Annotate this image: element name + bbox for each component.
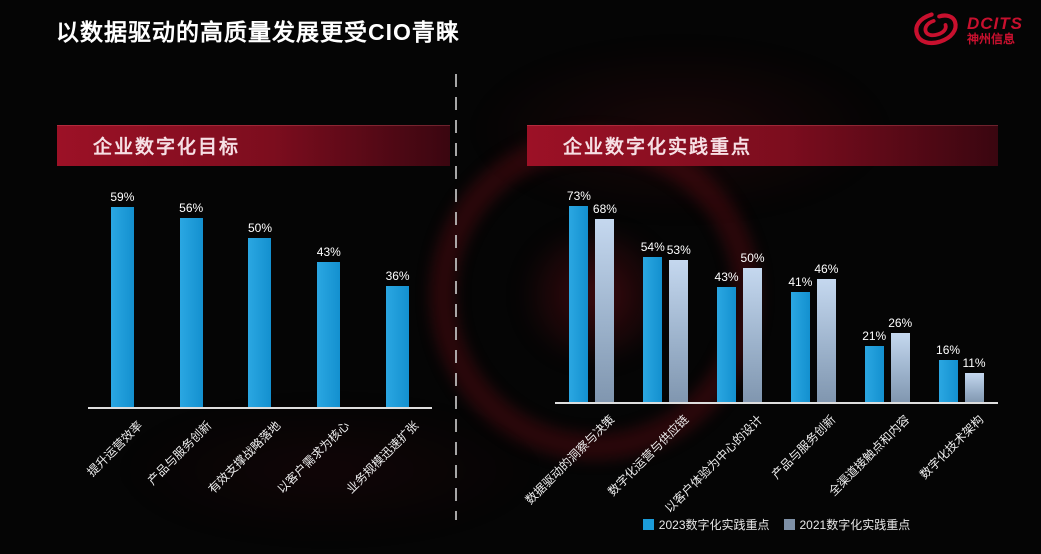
category-label: 产品与服务创新 <box>769 412 839 482</box>
category-label: 数据驱动的洞察与决策 <box>522 412 618 508</box>
bar-slot: 50% <box>226 185 295 408</box>
logo-brand: DCITS <box>967 13 1023 33</box>
bar-value-label: 46% <box>814 262 839 276</box>
bar-group: 54% 53% <box>629 196 703 403</box>
bar-value-label: 43% <box>714 270 739 284</box>
left-section-banner: 企业数字化目标 <box>57 125 450 166</box>
bar: 50% <box>248 221 272 408</box>
logo-swirl-icon <box>911 8 961 53</box>
bar: 41% <box>788 275 812 403</box>
bar: 16% <box>936 343 960 403</box>
bar-group: 43% 50% <box>703 196 777 403</box>
company-logo: DCITS 神州信息 <box>911 8 1023 53</box>
bar-value-label: 41% <box>788 275 813 289</box>
right-section-banner: 企业数字化实践重点 <box>527 125 998 166</box>
bar-group: 41% 46% <box>776 196 850 403</box>
bar-value-label: 36% <box>385 269 410 283</box>
category-label: 业务规模迅速扩张 <box>343 418 422 497</box>
bar-value-label: 26% <box>888 316 913 330</box>
bar-slot: 36% <box>363 185 432 408</box>
page-title: 以数据驱动的高质量发展更受CIO青睐 <box>56 19 460 45</box>
category-label: 以客户需求为核心 <box>274 418 353 497</box>
bar: 59% <box>110 190 134 408</box>
legend-swatch-icon <box>642 519 654 530</box>
left-chart-axis <box>88 407 432 409</box>
right-chart-plot: 73% 68% 54% 53% 43% 50% 41% 46% 21% 26% 16% 11% <box>555 189 998 403</box>
legend-label: 2021数字化实践重点 <box>799 518 911 532</box>
bar-value-label: 11% <box>962 356 986 370</box>
legend-label: 2023数字化实践重点 <box>658 518 770 532</box>
bar: 54% <box>641 240 665 403</box>
bar: 46% <box>814 262 838 403</box>
right-chart-axis <box>555 402 998 404</box>
category-label: 提升运营效率 <box>84 418 146 480</box>
bar-value-label: 50% <box>740 251 765 265</box>
category-label: 有效支撑战略落地 <box>205 418 284 497</box>
left-chart-plot: 59% 56% 50% 43% 36% <box>88 185 432 408</box>
red-glow-bottom <box>120 400 540 540</box>
bar-group: 16% 11% <box>924 196 998 403</box>
logo-company-name: 神州信息 <box>967 32 1016 47</box>
bar-value-label: 21% <box>862 329 887 343</box>
bar-slot: 43% <box>294 185 363 408</box>
bar-value-label: 68% <box>592 202 617 216</box>
bar-value-label: 43% <box>316 245 341 259</box>
bar-group: 73% 68% <box>555 189 629 403</box>
bar-slot: 59% <box>88 185 157 408</box>
section-divider <box>455 74 457 520</box>
legend-item: 2021数字化实践重点 <box>783 516 911 533</box>
bar: 11% <box>962 356 986 403</box>
chart-legend: 2023数字化实践重点 2021数字化实践重点 <box>555 516 998 533</box>
bar: 50% <box>741 251 765 403</box>
bar-value-label: 59% <box>110 190 135 204</box>
bar-group: 21% 26% <box>850 196 924 403</box>
bar-value-label: 54% <box>640 240 665 254</box>
bar-value-label: 50% <box>247 221 272 235</box>
bar: 43% <box>317 245 341 408</box>
bar: 73% <box>567 189 591 403</box>
bar: 53% <box>667 243 691 403</box>
bar: 43% <box>715 270 739 403</box>
bar-slot: 56% <box>157 185 226 408</box>
right-section-title: 企业数字化实践重点 <box>563 137 753 158</box>
legend-swatch-icon <box>783 519 795 530</box>
bar: 68% <box>593 202 617 403</box>
bar: 36% <box>386 269 410 408</box>
bar: 21% <box>862 329 886 403</box>
bar: 56% <box>179 201 203 408</box>
bar-value-label: 73% <box>566 189 591 203</box>
category-label: 数字化技术架构 <box>917 412 987 482</box>
category-label: 产品与服务创新 <box>145 418 215 488</box>
left-section-title: 企业数字化目标 <box>93 137 241 158</box>
logo-text: DCITS 神州信息 <box>967 13 1023 47</box>
category-label: 全渠道接触点和内容 <box>826 412 913 499</box>
bar-value-label: 56% <box>179 201 204 215</box>
bar: 26% <box>888 316 912 403</box>
legend-item: 2023数字化实践重点 <box>642 516 770 533</box>
bar-value-label: 53% <box>666 243 691 257</box>
bar-value-label: 16% <box>936 343 961 357</box>
